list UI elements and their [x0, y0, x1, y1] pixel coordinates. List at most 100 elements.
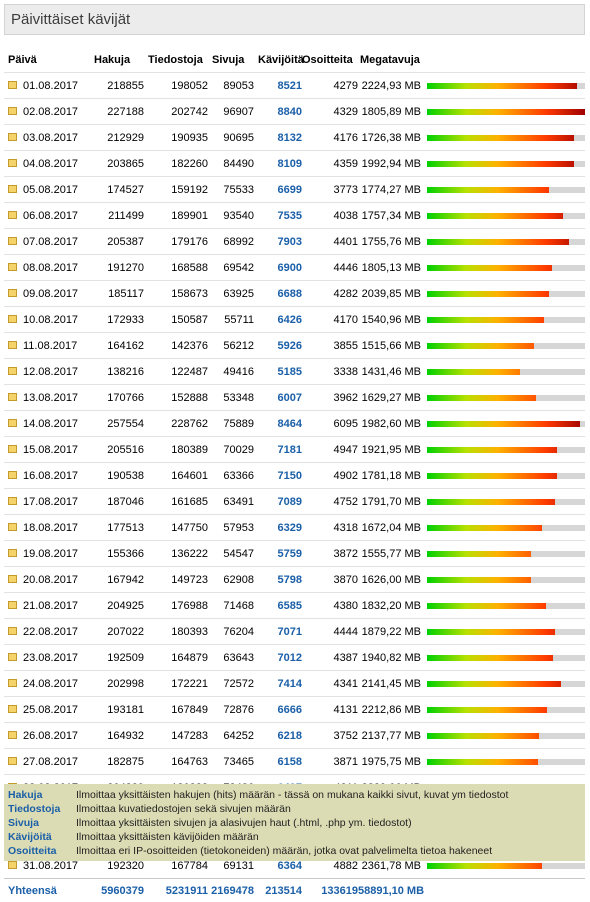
- cell-pages: 89053: [208, 73, 254, 99]
- cell-hits: 192509: [88, 645, 144, 671]
- cell-bar: [421, 463, 585, 489]
- usage-bar-track: [427, 447, 585, 453]
- cell-sites: 4038: [302, 203, 358, 229]
- cell-files: 228762: [144, 411, 208, 437]
- header-kbytes: Megatavuja: [358, 48, 585, 73]
- cell-pages: 71468: [208, 593, 254, 619]
- legend-description: Ilmoittaa yksittäisten sivujen ja alasiv…: [76, 816, 412, 830]
- cell-sites: 4318: [302, 515, 358, 541]
- cell-visits: 6699: [254, 177, 302, 203]
- cell-megabytes: 1879,22 MB: [358, 619, 421, 645]
- cell-megabytes: 1515,66 MB: [358, 333, 421, 359]
- usage-bar-fill: [427, 707, 547, 713]
- date-label: 04.08.2017: [23, 158, 78, 170]
- cell-date: 14.08.2017: [4, 411, 88, 437]
- cell-date: 18.08.2017: [4, 515, 88, 541]
- cell-pages: 93540: [208, 203, 254, 229]
- cell-date: 13.08.2017: [4, 385, 88, 411]
- header-sites: Osoitteita: [302, 48, 358, 73]
- cell-files: 147750: [144, 515, 208, 541]
- usage-bar-track: [427, 213, 585, 219]
- note-icon: [8, 289, 17, 297]
- cell-files: 180393: [144, 619, 208, 645]
- usage-bar-fill: [427, 187, 549, 193]
- cell-hits: 218855: [88, 73, 144, 99]
- cell-megabytes: 2141,45 MB: [358, 671, 421, 697]
- cell-hits: 191270: [88, 255, 144, 281]
- cell-bar: [421, 333, 585, 359]
- cell-date: 03.08.2017: [4, 125, 88, 151]
- cell-sites: 4131: [302, 697, 358, 723]
- cell-pages: 84490: [208, 151, 254, 177]
- cell-bar: [421, 281, 585, 307]
- cell-visits: 8840: [254, 99, 302, 125]
- cell-pages: 63643: [208, 645, 254, 671]
- cell-date: 04.08.2017: [4, 151, 88, 177]
- cell-visits: 8464: [254, 411, 302, 437]
- usage-bar-track: [427, 603, 585, 609]
- cell-megabytes: 1975,75 MB: [358, 749, 421, 775]
- cell-bar: [421, 411, 585, 437]
- usage-bar-fill: [427, 759, 538, 765]
- cell-sites: 3773: [302, 177, 358, 203]
- cell-pages: 62908: [208, 567, 254, 593]
- cell-megabytes: 1726,38 MB: [358, 125, 421, 151]
- legend-key: Osoitteita: [8, 844, 76, 858]
- cell-bar: [421, 515, 585, 541]
- cell-files: 182260: [144, 151, 208, 177]
- cell-hits: 212929: [88, 125, 144, 151]
- cell-visits: 8521: [254, 73, 302, 99]
- cell-pages: 75533: [208, 177, 254, 203]
- cell-hits: 211499: [88, 203, 144, 229]
- cell-date: 09.08.2017: [4, 281, 88, 307]
- date-label: 31.08.2017: [23, 860, 78, 872]
- cell-bar: [421, 619, 585, 645]
- cell-bar: [421, 593, 585, 619]
- cell-files: 167849: [144, 697, 208, 723]
- cell-hits: 138216: [88, 359, 144, 385]
- usage-bar-fill: [427, 603, 546, 609]
- cell-pages: 96907: [208, 99, 254, 125]
- cell-sites: 4752: [302, 489, 358, 515]
- cell-megabytes: 1555,77 MB: [358, 541, 421, 567]
- note-icon: [8, 211, 17, 219]
- cell-pages: 53348: [208, 385, 254, 411]
- cell-visits: 5759: [254, 541, 302, 567]
- note-icon: [8, 419, 17, 427]
- cell-files: 161685: [144, 489, 208, 515]
- cell-visits: 6900: [254, 255, 302, 281]
- usage-bar-fill: [427, 551, 531, 557]
- cell-files: 168588: [144, 255, 208, 281]
- cell-megabytes: 2224,93 MB: [358, 73, 421, 99]
- cell-megabytes: 1774,27 MB: [358, 177, 421, 203]
- cell-hits: 227188: [88, 99, 144, 125]
- cell-pages: 49416: [208, 359, 254, 385]
- cell-hits: 155366: [88, 541, 144, 567]
- date-label: 27.08.2017: [23, 756, 78, 768]
- cell-pages: 90695: [208, 125, 254, 151]
- cell-megabytes: 1921,95 MB: [358, 437, 421, 463]
- cell-pages: 64252: [208, 723, 254, 749]
- note-icon: [8, 679, 17, 687]
- usage-bar-fill: [427, 395, 536, 401]
- cell-pages: 70029: [208, 437, 254, 463]
- cell-sites: 4279: [302, 73, 358, 99]
- cell-pages: 68992: [208, 229, 254, 255]
- cell-hits: 207022: [88, 619, 144, 645]
- note-icon: [8, 107, 17, 115]
- cell-hits: 167942: [88, 567, 144, 593]
- cell-bar: [421, 229, 585, 255]
- legend-key: Tiedostoja: [8, 802, 76, 816]
- cell-files: 164879: [144, 645, 208, 671]
- header-pages: Sivuja: [208, 48, 254, 73]
- usage-bar-track: [427, 239, 585, 245]
- usage-bar-fill: [427, 499, 555, 505]
- header-hits: Hakuja: [88, 48, 144, 73]
- cell-sites: 3338: [302, 359, 358, 385]
- cell-date: 17.08.2017: [4, 489, 88, 515]
